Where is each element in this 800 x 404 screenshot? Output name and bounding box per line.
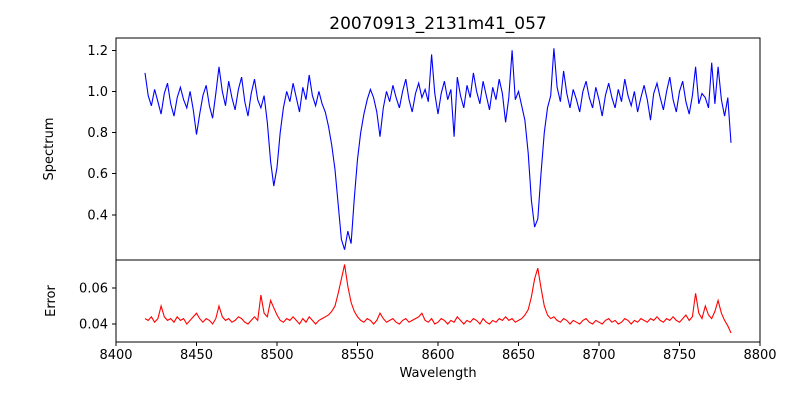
x-tick-label: 8800 bbox=[743, 348, 776, 363]
x-axis-label: Wavelength bbox=[399, 366, 476, 381]
error-line bbox=[144, 264, 732, 334]
x-tick-label: 8600 bbox=[421, 348, 454, 363]
y-tick-label: 0.8 bbox=[87, 126, 108, 141]
y-axis-label-spectrum: Spectrum bbox=[42, 118, 57, 181]
spectrum-line bbox=[144, 48, 732, 250]
y-axis-label-error: Error bbox=[44, 285, 59, 317]
x-tick-label: 8500 bbox=[260, 348, 293, 363]
y-tick-label: 0.6 bbox=[87, 167, 108, 182]
y-tick-label: 1.0 bbox=[87, 85, 108, 100]
x-tick-label: 8700 bbox=[582, 348, 615, 363]
x-tick-label: 8550 bbox=[341, 348, 374, 363]
y-tick-label: 0.04 bbox=[79, 317, 108, 332]
y-tick-label: 0.06 bbox=[79, 281, 108, 296]
y-tick-label: 1.2 bbox=[87, 44, 108, 59]
x-tick-label: 8650 bbox=[502, 348, 535, 363]
x-tick-label: 8450 bbox=[180, 348, 213, 363]
x-tick-label: 8400 bbox=[99, 348, 132, 363]
panel-frame-spectrum bbox=[115, 37, 761, 261]
y-tick-label: 0.4 bbox=[87, 208, 108, 223]
panel-frame-error bbox=[115, 259, 761, 343]
chart-title: 20070913_2131m41_057 bbox=[329, 14, 546, 34]
x-tick-label: 8750 bbox=[663, 348, 696, 363]
